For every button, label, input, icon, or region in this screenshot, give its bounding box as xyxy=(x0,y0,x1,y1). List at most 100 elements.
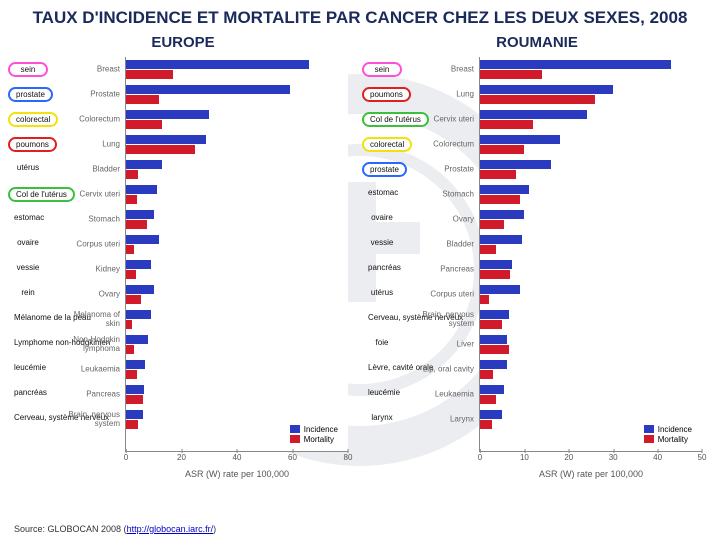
row-label-fr: pancréas xyxy=(362,262,407,273)
chart-row: Leukaemia xyxy=(480,382,702,407)
row-label-fr: colorectal xyxy=(8,112,58,127)
chart-ticks: 020406080 xyxy=(126,453,348,465)
legend: IncidenceMortality xyxy=(640,422,696,447)
bar-incidence xyxy=(126,110,209,119)
bar-incidence xyxy=(126,135,206,144)
bar-incidence xyxy=(126,360,145,369)
tick: 40 xyxy=(653,453,662,462)
page-title: TAUX D'INCIDENCE ET MORTALITE PAR CANCER… xyxy=(0,0,720,30)
bar-incidence xyxy=(126,60,309,69)
row-label-en: Melanoma of skin xyxy=(58,310,120,328)
legend-item-mortality: Mortality xyxy=(290,435,338,444)
chart-europe: EUROPE020406080ASR (W) rate per 100,000s… xyxy=(10,30,356,452)
legend-item-incidence: Incidence xyxy=(290,425,338,434)
chart-row: Corpus uteri xyxy=(126,232,348,257)
chart-row: Colorectum xyxy=(480,132,702,157)
chart-row: Leukaemia xyxy=(126,357,348,382)
bar-incidence xyxy=(480,260,512,269)
row-label-en: Lip, oral cavity xyxy=(412,365,474,374)
bar-mortality xyxy=(480,195,520,204)
bar-incidence xyxy=(480,385,504,394)
row-label-en: Prostate xyxy=(412,165,474,174)
row-label-fr: poumons xyxy=(362,87,411,102)
chart-ticks: 01020304050 xyxy=(480,453,702,465)
row-label-fr: poumons xyxy=(8,137,57,152)
row-label-en: Corpus uteri xyxy=(412,290,474,299)
row-label-en: Liver xyxy=(412,340,474,349)
tick: 20 xyxy=(564,453,573,462)
bar-mortality xyxy=(126,70,173,79)
tick: 80 xyxy=(344,453,353,462)
bar-mortality xyxy=(126,120,162,129)
chart-roumanie: ROUMANIE01020304050ASR (W) rate per 100,… xyxy=(364,30,710,452)
bar-mortality xyxy=(480,395,496,404)
bar-incidence xyxy=(126,235,159,244)
row-label-en: Brain, nervous system xyxy=(58,410,120,428)
row-label-fr: utérus xyxy=(362,287,402,298)
tick: 40 xyxy=(233,453,242,462)
bar-mortality xyxy=(126,220,147,229)
row-label-en: Prostate xyxy=(58,90,120,99)
bar-incidence xyxy=(126,310,151,319)
bar-incidence xyxy=(480,110,587,119)
chart-row: Kidney xyxy=(126,257,348,282)
tick: 0 xyxy=(478,453,482,462)
bar-mortality xyxy=(480,120,533,129)
tick: 10 xyxy=(520,453,529,462)
row-label-fr: ovaire xyxy=(8,237,48,248)
row-label-fr: foie xyxy=(362,337,402,348)
chart-row: Stomach xyxy=(126,207,348,232)
row-label-fr: rein xyxy=(8,287,48,298)
tick: 20 xyxy=(177,453,186,462)
row-label-en: Ovary xyxy=(412,215,474,224)
bar-incidence xyxy=(480,160,551,169)
legend: IncidenceMortality xyxy=(286,422,342,447)
row-label-fr: utérus xyxy=(8,162,48,173)
chart-row: Corpus uteri xyxy=(480,282,702,307)
chart-row: Lip, oral cavity xyxy=(480,357,702,382)
bar-mortality xyxy=(126,295,141,304)
bar-mortality xyxy=(480,95,595,104)
legend-label: Incidence xyxy=(658,425,692,434)
row-label-fr: prostate xyxy=(362,162,407,177)
tick: 0 xyxy=(124,453,128,462)
row-label-en: Kidney xyxy=(58,265,120,274)
source-link[interactable]: http://globocan.iarc.fr/ xyxy=(127,524,214,534)
bar-mortality xyxy=(126,370,137,379)
chart-title-roumanie: ROUMANIE xyxy=(364,34,710,51)
row-label-en: Lung xyxy=(412,90,474,99)
row-label-en: Stomach xyxy=(412,190,474,199)
bar-mortality xyxy=(126,270,136,279)
chart-row: Prostate xyxy=(126,82,348,107)
bar-incidence xyxy=(480,85,613,94)
row-label-fr: prostate xyxy=(8,87,53,102)
chart-row: Ovary xyxy=(126,282,348,307)
legend-item-incidence: Incidence xyxy=(644,425,692,434)
bar-mortality xyxy=(480,170,516,179)
row-label-fr: vessie xyxy=(362,237,402,248)
bar-mortality xyxy=(126,145,195,154)
row-label-en: Larynx xyxy=(412,415,474,424)
tick: 60 xyxy=(288,453,297,462)
row-label-en: Pancreas xyxy=(412,265,474,274)
row-label-fr: larynx xyxy=(362,412,402,423)
chart-row: Ovary xyxy=(480,207,702,232)
bar-incidence xyxy=(480,335,507,344)
row-label-en: Pancreas xyxy=(58,390,120,399)
tick: 30 xyxy=(609,453,618,462)
chart-row: Prostate xyxy=(480,157,702,182)
chart-row: Liver xyxy=(480,332,702,357)
row-label-en: Non-Hodgkin lymphoma xyxy=(58,335,120,353)
chart-row: Pancreas xyxy=(126,382,348,407)
bar-incidence xyxy=(126,410,143,419)
legend-label: Mortality xyxy=(658,435,688,444)
bar-mortality xyxy=(126,170,138,179)
bar-mortality xyxy=(126,195,137,204)
bar-incidence xyxy=(126,285,154,294)
row-label-en: Bladder xyxy=(412,240,474,249)
chart-row: Bladder xyxy=(480,232,702,257)
row-label-en: Colorectum xyxy=(412,140,474,149)
bar-incidence xyxy=(126,85,290,94)
bar-incidence xyxy=(126,185,157,194)
legend-swatch xyxy=(290,425,300,433)
